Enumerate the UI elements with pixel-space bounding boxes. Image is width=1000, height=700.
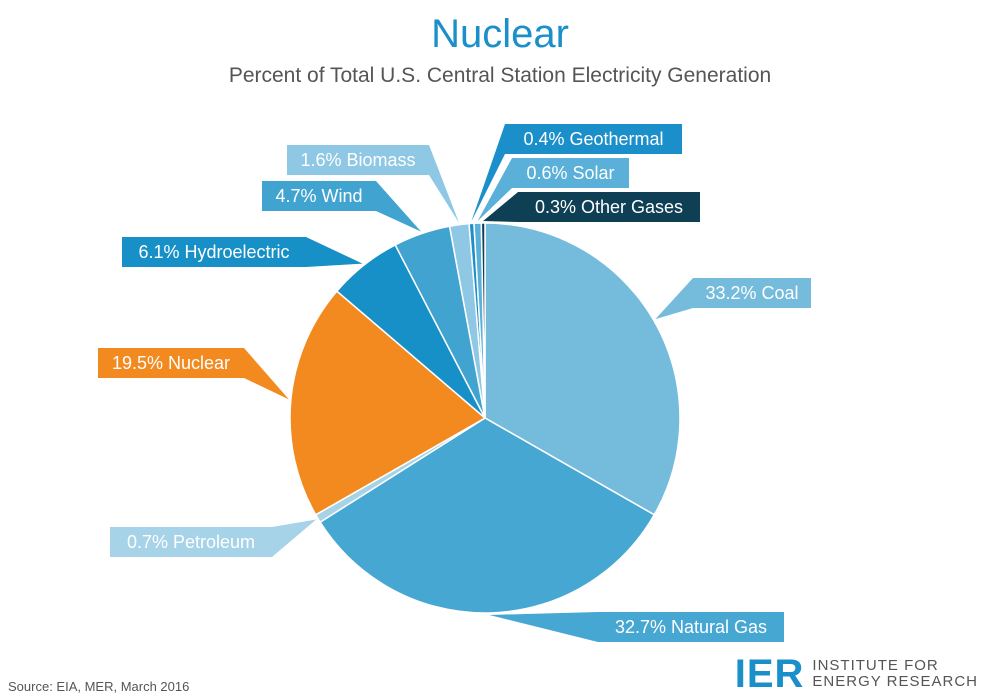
label-box-other-gases <box>518 192 700 222</box>
label-box-natural-gas <box>598 612 784 642</box>
label-text-natural-gas: 32.7% Natural Gas <box>615 617 767 637</box>
label-box-geothermal <box>505 124 682 154</box>
label-box-biomass <box>287 145 429 175</box>
label-box-wind <box>262 181 376 211</box>
label-text-solar: 0.6% Solar <box>526 163 614 183</box>
pie-slices <box>289 222 681 614</box>
label-pointer-nuclear <box>244 348 289 400</box>
label-text-hydroelectric: 6.1% Hydroelectric <box>138 242 289 262</box>
label-pointer-natural-gas <box>489 612 598 642</box>
label-pointer-hydroelectric <box>306 237 363 267</box>
logo-text: INSTITUTE FOR ENERGY RESEARCH <box>812 658 978 690</box>
chart-subtitle: Percent of Total U.S. Central Station El… <box>228 64 772 87</box>
slice-label-solar: 0.6% Solar <box>477 158 629 222</box>
label-text-geothermal: 0.4% Geothermal <box>523 129 663 149</box>
pie-slice-nuclear <box>289 290 487 516</box>
slice-label-other-gases: 0.3% Other Gases <box>483 192 700 222</box>
slice-label-petroleum: 0.7% Petroleum <box>110 519 317 557</box>
slice-label-hydroelectric: 6.1% Hydroelectric <box>122 237 363 267</box>
label-pointer-wind <box>376 181 422 232</box>
label-text-other-gases: 0.3% Other Gases <box>535 197 683 217</box>
logo-line-1: INSTITUTE FOR <box>812 657 939 674</box>
label-box-hydroelectric <box>122 237 306 267</box>
label-pointer-coal <box>655 278 693 320</box>
slice-label-nuclear: 19.5% Nuclear <box>98 348 289 400</box>
pie-slice-natural-gas <box>319 417 656 614</box>
label-pointer-petroleum <box>272 519 317 557</box>
source-note: Source: EIA, MER, March 2016 <box>8 679 190 694</box>
slice-label-coal: 33.2% Coal <box>655 278 811 320</box>
label-text-coal: 33.2% Coal <box>705 283 798 303</box>
label-pointer-biomass <box>429 145 460 223</box>
label-box-nuclear <box>98 348 244 378</box>
label-pointer-other-gases <box>483 192 518 222</box>
chart-title: Nuclear <box>431 12 569 56</box>
logo-line-2: ENERGY RESEARCH <box>812 673 978 690</box>
label-box-coal <box>693 278 811 308</box>
label-text-nuclear: 19.5% Nuclear <box>112 353 230 373</box>
pie-slice-coal <box>484 222 681 516</box>
slice-label-geothermal: 0.4% Geothermal <box>471 124 682 222</box>
label-box-solar <box>512 158 629 188</box>
label-text-biomass: 1.6% Biomass <box>300 150 415 170</box>
slice-label-wind: 4.7% Wind <box>262 181 422 232</box>
label-pointer-solar <box>477 158 512 222</box>
label-pointer-geothermal <box>471 124 505 222</box>
slice-label-natural-gas: 32.7% Natural Gas <box>489 612 784 642</box>
pie-labels: 33.2% Coal 32.7% Natural Gas 0.7% Petroleu… <box>98 124 811 642</box>
label-text-wind: 4.7% Wind <box>275 186 362 206</box>
label-text-petroleum: 0.7% Petroleum <box>127 532 255 552</box>
label-box-petroleum <box>110 527 272 557</box>
pie-slice-other-gases <box>480 222 486 419</box>
slice-label-biomass: 1.6% Biomass <box>287 145 460 223</box>
logo-mark: IER <box>734 652 805 696</box>
ier-logo: IER INSTITUTE FOR ENERGY RESEARCH <box>735 654 978 694</box>
